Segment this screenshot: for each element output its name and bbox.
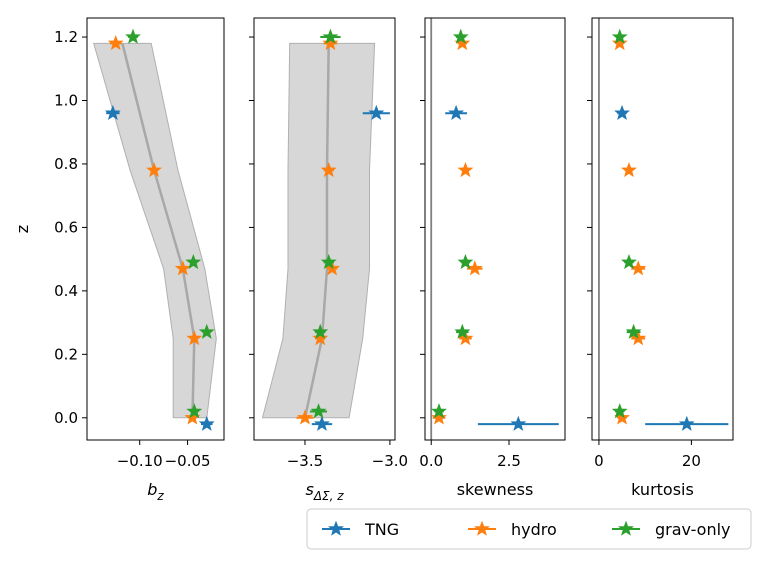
y-tick-label: 0.8 [54,155,78,173]
data-point [614,104,630,120]
data-point [322,35,339,51]
series-hydro [431,35,483,425]
data-point [297,409,313,425]
series-hydro [611,35,647,425]
confidence-band [93,42,217,419]
plot-area [430,18,559,440]
legend-label: grav-only [655,520,731,539]
x-tick-label: −0.05 [165,452,211,470]
data-point [198,415,215,431]
data-point [621,161,637,178]
series-grav-only [431,28,474,419]
data-point [104,104,121,120]
x-axis-label: kurtosis [631,480,694,499]
x-tick-label: −3.0 [372,452,408,470]
plot-area [598,18,729,440]
data-point [368,104,385,120]
x-tick-label: −0.10 [117,452,163,470]
data-point [174,260,191,276]
data-point [185,253,202,270]
data-point [611,28,628,44]
data-point [431,409,447,425]
series-grav-only [310,28,341,419]
data-point [186,330,203,346]
legend-marker [618,520,634,536]
axes-frame [253,17,396,441]
data-point [320,253,337,270]
legend-entry-grav-only: grav-only [612,520,731,539]
data-point [452,28,469,44]
plot-area [93,28,217,431]
data-point [312,330,329,346]
data-point [611,35,628,51]
axes-frame [591,17,734,441]
axes-frame [86,17,225,441]
data-point [322,28,339,44]
data-point [621,253,637,270]
series-tng [614,104,729,431]
y-tick-label: 0.0 [54,409,78,427]
x-axis-label: skewness [457,480,534,499]
confidence-band [261,42,376,419]
legend-entry-tng: TNG [322,520,399,539]
data-point [457,161,474,178]
band-center-line [303,43,330,419]
plot-area [261,28,390,431]
series-hydro [107,35,203,425]
series-tng [445,104,559,431]
data-point [186,403,203,419]
series-tng [311,104,390,431]
x-tick-label: 0.0 [419,452,443,470]
data-point [678,415,695,431]
y-axis-label: z [13,225,32,233]
panel-3: 0.0 2.5 skewness [419,17,566,499]
legend-label: TNG [364,520,399,539]
y-tick-label: 0.4 [54,282,78,300]
panel-4: 0 20 kurtosis [587,17,734,499]
y-tick-label: 0.6 [54,218,78,236]
legend-box [306,508,752,550]
series-tng [104,104,215,431]
legend: TNG hydro grav-only [306,508,752,550]
y-tick-label: 1.0 [54,91,78,109]
legend-label: hydro [511,520,557,539]
x-axis-label: sΔΣ, z [305,480,344,503]
data-point [146,161,163,178]
series-grav-only [611,28,642,419]
y-tick-label: 0.2 [54,345,78,363]
y-tick-label: 1.2 [54,28,78,46]
data-point [310,403,327,419]
panel-2: −3.5 −3.0 sΔΣ, z [249,17,408,503]
data-point [125,28,141,44]
data-point [312,323,329,339]
data-point [107,35,124,51]
x-tick-label: 2.5 [497,452,521,470]
data-point [431,403,447,419]
x-tick-label: −3.5 [287,452,323,470]
data-point [625,323,642,339]
series-grav-only [125,28,215,419]
legend-marker [474,520,490,536]
data-point [198,323,215,339]
data-point [457,253,474,270]
legend-marker [328,520,344,536]
data-point [448,104,465,120]
axes-frame [424,17,566,441]
data-point [611,403,628,419]
data-point [454,323,471,339]
data-point [510,415,527,431]
x-tick-label: 20 [682,452,701,470]
data-point [320,161,337,178]
data-point [314,415,330,431]
legend-entry-hydro: hydro [468,520,557,539]
x-tick-label: 0 [594,452,604,470]
x-axis-label: bz [147,480,164,503]
